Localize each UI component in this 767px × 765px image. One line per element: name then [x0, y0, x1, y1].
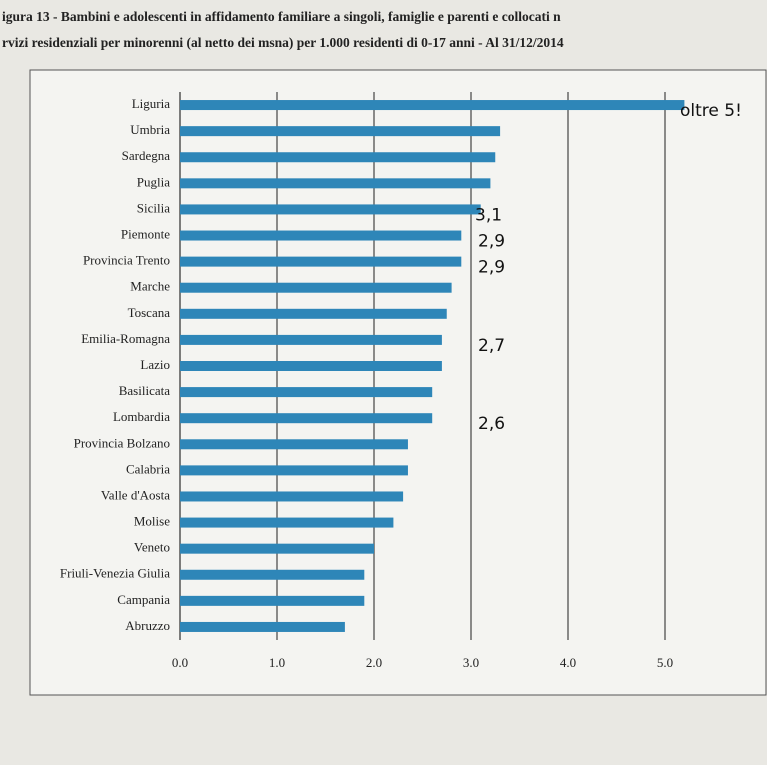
- y-tick-label: Basilicata: [119, 383, 170, 398]
- y-tick-label: Marche: [130, 279, 170, 294]
- y-tick-label: Piemonte: [121, 227, 170, 242]
- bar: [180, 230, 462, 241]
- bar: [180, 282, 452, 293]
- bar: [180, 569, 365, 580]
- handwritten-note: 2,9: [478, 232, 505, 252]
- x-tick-label: 0.0: [172, 655, 188, 670]
- handwritten-note: 2,6: [478, 414, 505, 434]
- bar: [180, 517, 394, 528]
- y-tick-label: Valle d'Aosta: [101, 487, 170, 502]
- bar: [180, 334, 442, 345]
- bar: [180, 361, 442, 371]
- y-tick-label: Lazio: [140, 357, 170, 372]
- y-tick-label: Emilia-Romagna: [81, 331, 170, 346]
- bar: [180, 413, 433, 424]
- bar: [180, 100, 685, 111]
- x-tick-label: 4.0: [560, 655, 576, 670]
- y-tick-label: Sardegna: [122, 148, 171, 163]
- y-tick-label: Toscana: [128, 305, 171, 320]
- y-tick-label: Molise: [134, 514, 170, 529]
- plot-frame: [29, 69, 767, 696]
- y-tick-label: Lombardia: [113, 409, 170, 424]
- bar: [180, 543, 374, 554]
- bar: [180, 204, 481, 215]
- bar: [180, 178, 491, 189]
- handwritten-note: 3,1: [475, 205, 502, 225]
- bar: [180, 308, 447, 319]
- y-tick-label: Provincia Bolzano: [74, 435, 170, 450]
- y-tick-label: Friuli-Venezia Giulia: [60, 566, 170, 581]
- y-tick-label: Abruzzo: [125, 618, 170, 633]
- x-tick-label: 2.0: [366, 655, 382, 670]
- y-tick-label: Calabria: [126, 461, 170, 476]
- y-tick-label: Provincia Trento: [83, 253, 170, 268]
- bar: [180, 491, 404, 502]
- handwritten-note: oltre 5!: [680, 101, 742, 121]
- bar: [180, 387, 433, 398]
- y-tick-label: Puglia: [137, 174, 170, 189]
- bar: [180, 595, 365, 606]
- x-tick-label: 3.0: [463, 655, 479, 670]
- y-tick-label: Campania: [117, 592, 170, 607]
- y-tick-label: Veneto: [134, 540, 170, 555]
- handwritten-note: 2,9: [478, 258, 505, 278]
- bar: [180, 465, 408, 476]
- bar: [180, 126, 501, 137]
- chart-title: igura 13 - Bambini e adolescenti in affi…: [2, 9, 561, 24]
- chart-subtitle: rvizi residenziali per minorenni (al net…: [2, 35, 564, 50]
- bar: [180, 621, 345, 632]
- x-tick-label: 1.0: [269, 655, 285, 670]
- bar: [180, 152, 496, 163]
- y-tick-label: Liguria: [132, 96, 170, 111]
- x-tick-label: 5.0: [657, 655, 673, 670]
- bar: [180, 439, 408, 450]
- bar: [180, 256, 462, 267]
- y-tick-label: Sicilia: [137, 200, 170, 215]
- handwritten-note: 2,7: [478, 336, 505, 356]
- y-tick-label: Umbria: [130, 122, 170, 137]
